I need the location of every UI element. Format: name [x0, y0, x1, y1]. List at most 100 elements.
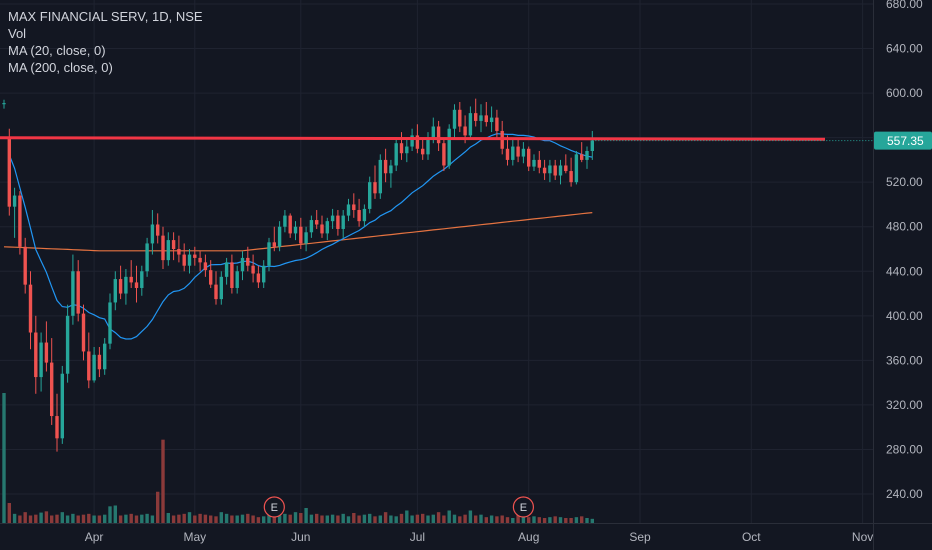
- volume-bar: [415, 514, 420, 523]
- candle-body: [357, 210, 361, 222]
- volume-bar: [293, 512, 298, 523]
- volume-bar: [256, 517, 261, 523]
- volume-bar: [553, 516, 557, 523]
- candle-body: [7, 137, 11, 207]
- volume-bar: [304, 508, 308, 523]
- volume-bar: [336, 515, 340, 523]
- volume-bar: [55, 514, 59, 523]
- legend-ma20[interactable]: MA (20, close, 0): [8, 43, 106, 58]
- symbol-title[interactable]: MAX FINANCIAL SERV, 1D, NSE: [8, 9, 203, 24]
- volume-bar: [28, 515, 33, 523]
- candle-body: [373, 182, 377, 194]
- volume-bar: [145, 513, 149, 523]
- candle-body: [436, 126, 441, 144]
- volume-bar: [34, 514, 38, 523]
- ma20-line: [8, 133, 593, 340]
- volume-bar: [458, 516, 462, 523]
- candle-body: [537, 159, 541, 168]
- ma200-line: [3, 212, 593, 252]
- candle-body: [103, 343, 107, 370]
- volume-bar: [113, 505, 117, 523]
- volume-bar: [580, 516, 584, 523]
- volume-bar: [7, 503, 11, 523]
- candle-body: [574, 154, 579, 183]
- volume-bar: [209, 515, 213, 523]
- price-tick-label: 640.00: [886, 42, 923, 56]
- earnings-marker-label: E: [271, 502, 278, 514]
- candle-body: [23, 246, 27, 285]
- candle-body: [118, 279, 123, 294]
- candle-body: [272, 242, 276, 247]
- candle-body: [283, 215, 287, 227]
- candle-body: [97, 354, 102, 370]
- candle-body: [171, 240, 176, 249]
- volume-bar: [251, 515, 255, 523]
- volume-bar: [532, 516, 536, 523]
- candle-body: [564, 165, 568, 172]
- candle-body: [198, 257, 202, 263]
- volume-bar: [108, 506, 112, 523]
- volume-bar: [230, 515, 234, 523]
- candle-body: [325, 221, 329, 234]
- volume-bar: [442, 515, 446, 523]
- candle-body: [161, 235, 165, 261]
- candle-body: [421, 148, 425, 155]
- volume-bar: [198, 513, 202, 523]
- volume-bar: [76, 515, 80, 523]
- candle-body: [293, 226, 298, 234]
- volume-bar: [527, 517, 531, 523]
- volume-bar: [447, 510, 451, 523]
- candle-body: [12, 195, 17, 207]
- candle-body: [60, 373, 64, 439]
- candle-body: [521, 148, 526, 157]
- volume-bar: [405, 510, 409, 523]
- volume-bar: [97, 515, 102, 523]
- candle-body: [320, 224, 324, 234]
- price-axis[interactable]: 680.00640.00600.00560.00520.00480.00440.…: [874, 0, 932, 501]
- volume-bar: [452, 514, 457, 523]
- candle-body: [140, 271, 144, 288]
- price-tick-label: 600.00: [886, 86, 923, 100]
- candle-body: [415, 135, 420, 149]
- candle-body: [516, 146, 520, 157]
- candle-body: [209, 270, 213, 285]
- candle-body: [542, 167, 547, 174]
- volume-bar: [346, 516, 351, 523]
- price-tick-label: 520.00: [886, 175, 923, 189]
- volume-bar: [23, 512, 27, 523]
- volume-bar: [166, 513, 170, 523]
- price-tick-label: 280.00: [886, 442, 923, 456]
- volume-bar: [378, 515, 382, 523]
- volume-bar: [394, 516, 398, 523]
- volume-bar: [569, 518, 573, 523]
- candle-body: [505, 148, 510, 160]
- candle-body: [336, 215, 340, 229]
- candle-body: [193, 254, 197, 258]
- price-tick-label: 680.00: [886, 0, 923, 11]
- time-tick-label: Aug: [518, 530, 539, 544]
- candle-body: [50, 362, 54, 417]
- volume-bar: [463, 514, 467, 523]
- time-axis[interactable]: Apr May Jun Jul Aug Sep Oct Nov: [85, 530, 874, 544]
- volume-bar: [2, 393, 6, 523]
- candle-body: [224, 262, 229, 277]
- candle-body: [383, 159, 388, 174]
- candle-body: [81, 313, 86, 352]
- candle-body: [489, 117, 494, 123]
- volume-bar: [373, 516, 377, 523]
- candle-body: [108, 302, 112, 344]
- legend-ma200[interactable]: MA (200, close, 0): [8, 60, 113, 75]
- volume-bar: [489, 515, 494, 523]
- candle-body: [256, 273, 261, 283]
- price-tick-label: 400.00: [886, 309, 923, 323]
- volume-bar: [39, 512, 43, 523]
- legend-volume[interactable]: Vol: [8, 26, 27, 41]
- volume-bar: [320, 515, 324, 523]
- volume-bar: [65, 515, 70, 523]
- candle-body: [389, 165, 393, 174]
- volume-bar: [240, 514, 245, 523]
- volume-bar: [352, 513, 356, 523]
- volume-bar: [134, 515, 139, 523]
